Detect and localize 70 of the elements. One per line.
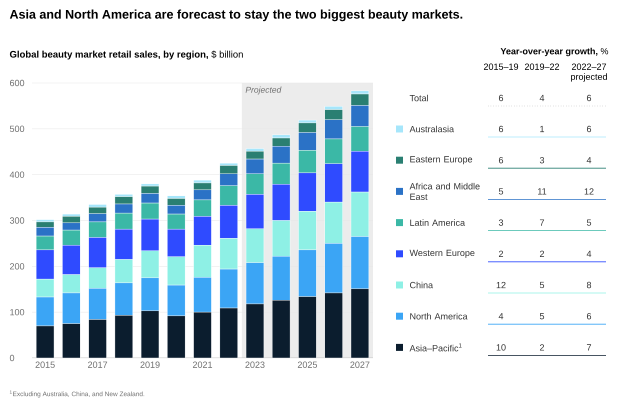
data-label: 7 [586,344,592,350]
chart-subtitle: Global beauty market retail sales, by region, $ billion [10,50,243,60]
bar [88,319,107,358]
data-label: 5 [586,219,592,226]
bar [140,310,160,358]
bar [350,288,370,358]
data-label: 6 [586,126,592,132]
x-tick-label: 2015 [36,362,55,368]
data-label: 6 [586,94,592,102]
y-tick-label: 100 [10,308,24,316]
data-label: 6 [498,126,504,132]
data-label: 2 [498,250,504,257]
category-label: Total [410,94,428,102]
category-label: Latin America [410,219,466,226]
text: Year-over-year growth, % [500,48,608,56]
data-label: 3 [540,157,544,164]
bar [36,326,54,358]
category-label: North America [410,312,468,320]
bar [62,323,80,358]
data-label: 8 [586,282,592,288]
bar [246,304,264,358]
bar [167,316,186,358]
x-tick-label: 2021 [192,362,212,368]
y-tick-label: 0 [10,354,14,362]
bar [220,308,238,358]
data-label: 4 [540,94,544,102]
data-label: 5 [498,188,504,195]
band-label: Projected [246,86,282,94]
chart-title: Asia and North America are forecast to stay the two biggest beauty markets. [10,10,462,22]
x-tick-label: 2025 [298,362,318,368]
data-label: 10 [496,344,506,351]
category-label: China [410,282,434,288]
data-label: 7 [540,220,544,226]
bar [272,300,290,358]
data-label: 11 [538,188,546,194]
x-tick-label: 2027 [350,362,370,368]
data-label: 5 [540,282,544,288]
text: 2022–27 projected [571,64,607,82]
data-label: 6 [498,157,504,164]
data-label: 5 [540,313,544,320]
category-label: Asia–Pacific$^{1}$ [410,343,462,352]
bar [324,292,343,358]
category-label: Eastern Europe [410,156,472,164]
y-tick-label: 200 [10,263,24,270]
x-tick-label: 2017 [88,362,108,368]
data-label: 4 [498,313,504,320]
data-label: 12 [496,282,506,288]
x-tick-label: 2019 [140,362,160,368]
data-label: 3 [498,219,504,226]
y-tick-label: 300 [10,217,24,224]
bar [298,296,317,358]
data-label: 12 [584,188,594,195]
data-label: 2 [540,250,544,257]
data-label: 6 [586,313,592,320]
data-label: 2 [540,344,544,351]
data-label: 4 [586,157,592,164]
category-label: Australasia [410,126,454,132]
x-tick-label: 2023 [245,362,265,368]
data-label: 4 [586,250,592,257]
text: 2015–19 [484,64,518,70]
data-label: 6 [498,94,504,102]
category-label: Africa and Middle East [410,182,480,200]
y-tick-label: 600 [10,80,24,86]
text: 2019–22 [524,64,560,70]
bar [193,312,212,358]
bar [114,315,133,358]
category-label: Western Europe [410,250,474,258]
data-label: 1 [540,126,544,132]
y-tick-label: 400 [10,171,24,178]
y-tick-label: 500 [10,126,24,132]
